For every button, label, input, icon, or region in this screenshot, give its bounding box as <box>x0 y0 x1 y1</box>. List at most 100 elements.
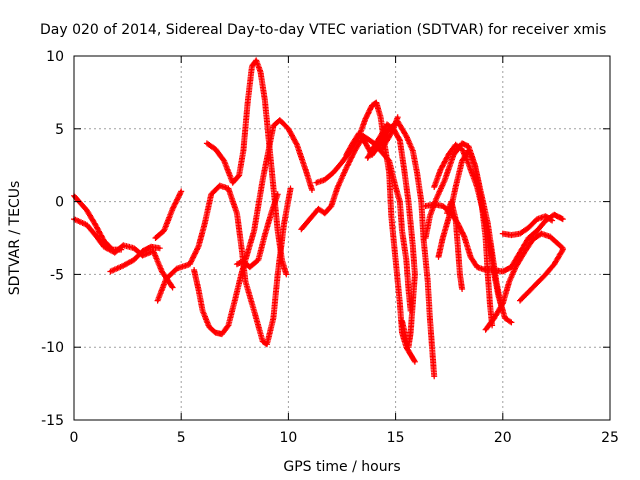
data-point <box>272 124 275 128</box>
data-point <box>222 159 226 162</box>
data-point <box>475 265 479 269</box>
data-point <box>330 204 333 208</box>
data-point <box>205 142 209 145</box>
data-point <box>405 338 408 342</box>
data-point <box>358 132 361 135</box>
series-track-20 <box>499 213 556 239</box>
data-point <box>413 360 417 363</box>
data-point <box>132 247 136 250</box>
data-point <box>398 200 402 203</box>
x-tick-label: 5 <box>177 430 186 446</box>
data-point <box>458 273 462 276</box>
data-point <box>175 267 179 270</box>
data-point <box>122 264 125 267</box>
x-axis-label: GPS time / hours <box>283 459 400 475</box>
y-tick-label: 10 <box>46 49 64 65</box>
data-point <box>473 164 477 167</box>
data-point <box>510 265 513 269</box>
data-point <box>398 302 402 305</box>
data-point <box>165 277 168 280</box>
data-point <box>493 273 496 276</box>
data-point <box>433 203 436 206</box>
data-point <box>255 59 258 62</box>
data-point <box>420 200 423 203</box>
data-point <box>214 148 217 151</box>
data-point <box>518 232 522 235</box>
data-point <box>428 316 432 320</box>
data-point <box>405 258 408 261</box>
data-point <box>203 222 206 225</box>
series-track-11 <box>343 118 438 380</box>
x-tick-label: 25 <box>601 430 619 446</box>
data-point <box>231 181 234 184</box>
data-point <box>227 187 230 190</box>
data-point <box>448 215 451 218</box>
data-point <box>379 149 382 152</box>
data-point <box>364 117 367 120</box>
data-point <box>259 70 262 74</box>
data-point <box>276 229 279 232</box>
series-track-7 <box>191 117 315 338</box>
data-point <box>467 149 470 152</box>
data-point <box>379 142 382 145</box>
data-point <box>366 156 369 160</box>
data-point <box>409 309 412 312</box>
data-point <box>413 273 417 276</box>
data-point <box>323 212 326 215</box>
data-point <box>450 200 453 203</box>
y-axis-label: SDTVAR / TECUs <box>7 181 23 296</box>
axis-ticks: 0 5 10 15 20 25 -15 -10 -5 0 5 10 <box>41 49 619 446</box>
data-point <box>544 219 547 222</box>
data-point <box>488 302 492 305</box>
data-point <box>197 245 200 248</box>
series-track-6 <box>203 57 290 278</box>
data-point <box>94 233 97 237</box>
data-point <box>415 171 419 174</box>
series-track-5 <box>154 182 294 348</box>
data-point <box>527 226 530 229</box>
data-point <box>345 153 348 157</box>
data-point <box>486 273 489 276</box>
data-point <box>463 235 466 238</box>
series-track-4 <box>152 188 185 241</box>
data-point <box>122 244 125 247</box>
data-point <box>345 166 348 170</box>
data-point <box>535 217 539 221</box>
data-point <box>501 302 504 305</box>
series-track-3 <box>107 243 163 275</box>
data-point <box>544 215 547 218</box>
data-point <box>411 244 414 247</box>
data-point <box>171 207 174 211</box>
data-point <box>310 188 314 192</box>
data-point <box>248 265 251 269</box>
data-point <box>424 204 427 208</box>
data-point <box>244 280 247 283</box>
data-point <box>460 159 464 162</box>
y-tick-label: -10 <box>41 340 64 356</box>
chart-title: Day 020 of 2014, Sidereal Day-to-day VTE… <box>40 22 606 38</box>
data-point <box>396 120 399 123</box>
data-point <box>518 299 522 302</box>
data-point <box>132 258 136 261</box>
data-point <box>85 209 89 212</box>
data-point <box>535 229 539 232</box>
data-point <box>109 270 112 273</box>
data-point <box>315 181 318 184</box>
data-point <box>160 270 164 273</box>
data-point <box>270 212 273 215</box>
data-point <box>180 190 183 193</box>
data-point <box>171 286 174 289</box>
data-point <box>439 168 442 171</box>
data-point <box>409 331 412 334</box>
data-point <box>553 213 556 216</box>
data-point <box>246 251 249 254</box>
data-point <box>276 193 279 196</box>
data-point <box>197 287 200 291</box>
data-point <box>373 145 376 148</box>
data-point <box>553 263 556 266</box>
data-point <box>433 375 436 378</box>
data-point <box>242 260 245 263</box>
data-point <box>364 142 367 145</box>
data-point <box>514 265 517 269</box>
data-point <box>501 232 504 235</box>
